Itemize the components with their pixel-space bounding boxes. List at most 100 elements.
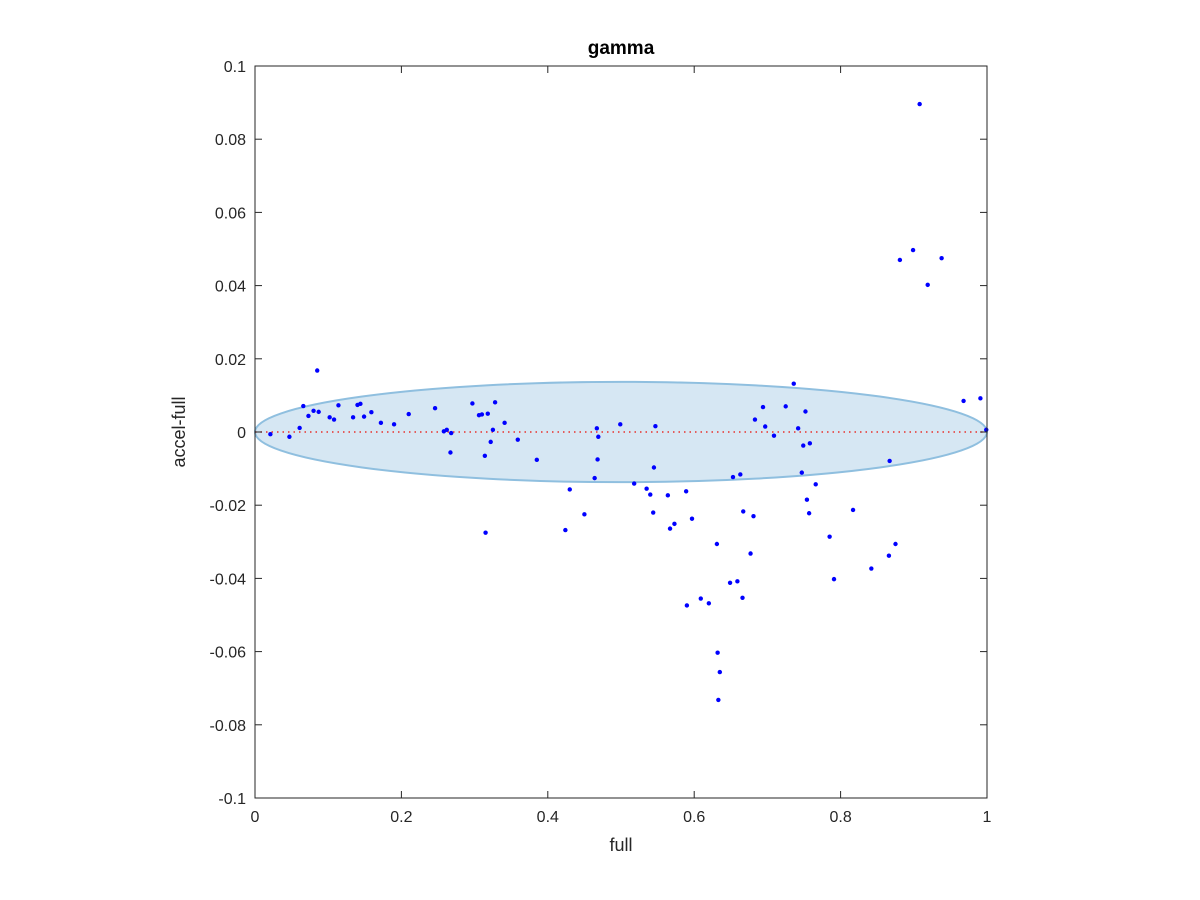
plot-area: 0 0.2 0.4 0.6 0.8 1 -0.1-0.08-0.06-0.04-0.020… (210, 59, 992, 826)
data-point (795, 426, 801, 431)
data-point (482, 453, 488, 458)
chart-title: gamma (588, 38, 655, 59)
data-points (268, 101, 989, 703)
data-point (715, 650, 720, 655)
data-point (361, 414, 367, 419)
data-point (751, 513, 756, 519)
data-point (939, 255, 944, 261)
data-point (301, 403, 306, 409)
data-point (672, 521, 677, 527)
data-point (618, 422, 623, 427)
data-point (806, 511, 812, 516)
data-point (984, 427, 989, 433)
data-point (961, 398, 966, 404)
data-point (644, 486, 649, 491)
data-point (735, 579, 740, 584)
y-tick-label: -0.06 (210, 645, 247, 662)
data-point (716, 697, 721, 703)
data-point (534, 457, 540, 463)
data-point (760, 404, 766, 410)
x-tick-label: 0.8 (829, 809, 851, 826)
x-axis-ticks: 0 0.2 0.4 0.6 0.8 1 (251, 66, 992, 826)
y-tick-label: -0.02 (210, 498, 247, 515)
data-point (763, 424, 768, 429)
data-point (567, 487, 572, 492)
data-point (432, 406, 438, 411)
data-point (897, 257, 903, 263)
x-tick-label: 1 (983, 809, 992, 826)
data-point (813, 482, 818, 487)
data-point (448, 450, 453, 455)
data-point (327, 415, 332, 420)
data-point (887, 458, 892, 464)
y-tick-label: 0 (237, 425, 246, 442)
data-point (594, 426, 600, 431)
data-point (391, 422, 397, 427)
data-point (803, 409, 808, 414)
x-tick-label: 0 (251, 809, 260, 826)
data-point (268, 431, 273, 437)
data-point (358, 401, 363, 407)
data-point (631, 481, 637, 486)
data-point (444, 427, 449, 433)
data-point (910, 247, 916, 253)
data-point (771, 433, 777, 438)
data-point (297, 425, 302, 431)
data-point (311, 408, 316, 413)
data-point (917, 101, 922, 107)
data-point (287, 434, 292, 439)
data-point (369, 410, 374, 415)
y-axis-label: accel-full (169, 396, 189, 467)
data-point (925, 282, 930, 288)
data-point (490, 427, 496, 433)
data-point (582, 512, 587, 517)
data-point (831, 576, 837, 582)
y-axis-ticks: -0.1 -0.08 -0.06 -0.04 -0.02 0 0.02 0.04 0.06 0.0… (210, 59, 987, 808)
x-tick-label: 0.4 (537, 809, 559, 826)
data-point (648, 492, 653, 497)
data-point (595, 457, 600, 462)
data-point (665, 493, 671, 498)
data-point (448, 430, 454, 436)
y-tick-label: 0.1 (224, 59, 246, 76)
x-axis-label: full (609, 835, 632, 855)
data-point (752, 417, 758, 422)
data-point (406, 411, 411, 417)
data-point (306, 413, 311, 419)
data-point (488, 439, 493, 445)
data-point (653, 423, 658, 429)
data-point (886, 553, 892, 558)
y-tick-label: 0.06 (215, 205, 246, 222)
y-tick-label: -0.04 (210, 571, 247, 588)
data-point (978, 396, 983, 401)
data-point (502, 420, 507, 426)
data-point (717, 669, 723, 675)
data-point (485, 411, 490, 416)
data-point (799, 470, 805, 475)
y-tick-label: -0.08 (210, 718, 247, 735)
y-tick-label: 0.04 (215, 279, 246, 296)
data-point (741, 509, 746, 514)
data-point (748, 551, 753, 556)
data-point (350, 415, 356, 420)
data-point (804, 497, 810, 502)
x-tick-label: 0.2 (390, 809, 412, 826)
data-point (893, 541, 898, 547)
data-point (869, 566, 874, 571)
data-point (336, 403, 341, 408)
data-point (651, 465, 657, 470)
data-point (563, 527, 568, 533)
data-point (515, 437, 520, 442)
data-point (807, 441, 813, 446)
data-point (470, 401, 475, 406)
x-tick-label: 0.6 (683, 809, 705, 826)
data-point (714, 541, 720, 547)
data-point (592, 475, 597, 481)
data-point (596, 434, 601, 439)
data-point (783, 404, 788, 409)
data-point (850, 507, 856, 513)
data-point (698, 596, 703, 601)
data-point (706, 601, 712, 606)
data-point (316, 409, 321, 415)
